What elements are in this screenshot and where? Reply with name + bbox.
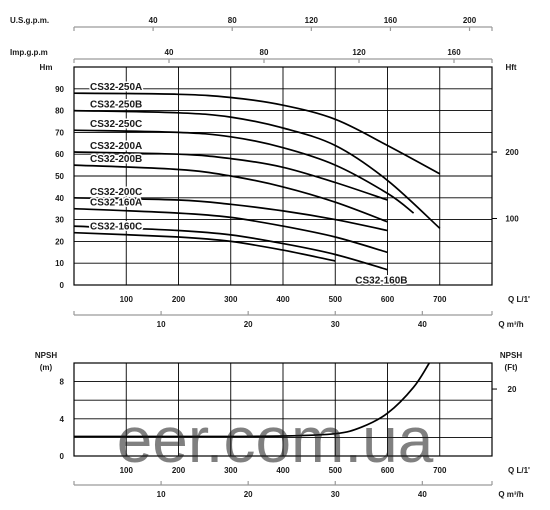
- y-tick-label: 60: [55, 150, 64, 159]
- watermark: eer.com.ua: [117, 404, 434, 476]
- bottom-axis-tick-label: 20: [244, 490, 253, 499]
- y-tick-label: 10: [55, 259, 64, 268]
- x-tick-label: 700: [433, 466, 447, 475]
- top-axis-tick-label: 40: [149, 16, 158, 25]
- y-tick-label: 4: [60, 415, 65, 424]
- y-tick-label: 40: [55, 194, 64, 203]
- curve-cs32-200c: [73, 196, 388, 232]
- curve-cs32-250a: [73, 92, 441, 175]
- curve-cs32-160b: [73, 225, 388, 271]
- top-axis-tick-label: 120: [352, 48, 366, 57]
- x-tick-label: 700: [433, 295, 447, 304]
- x-tick-label: 500: [329, 466, 343, 475]
- x-tick-label: 500: [329, 295, 343, 304]
- y-axis-label-right: Hft: [505, 63, 516, 72]
- x-tick-label: 600: [381, 295, 395, 304]
- x-tick-label: 300: [224, 466, 238, 475]
- plot-frame: [73, 66, 493, 286]
- y-axis-label-left: (m): [40, 363, 53, 372]
- series-label-cs32-160b: CS32-160B: [355, 276, 407, 287]
- curve-cs32-250b: [73, 109, 441, 229]
- x-unit-label: Q L/1': [508, 295, 530, 304]
- series-label-cs32-250b: CS32-250B: [90, 100, 142, 111]
- top-axis-tick-label: 120: [305, 16, 319, 25]
- bottom-axis-tick-label: 30: [331, 490, 340, 499]
- top-axis-tick-label: 80: [260, 48, 269, 57]
- curve-cs32-250c: [73, 129, 415, 214]
- series-label-cs32-160a: CS32-160A: [90, 198, 142, 209]
- top-axis-tick-label: 40: [165, 48, 174, 57]
- top-axis-label: Imp.g.p.m: [10, 48, 48, 57]
- curve-npsh: [74, 362, 431, 438]
- y-tick-label: 0: [60, 281, 65, 290]
- bottom-axis-label: Q m³/h: [498, 320, 523, 329]
- bottom-axis-tick-label: 40: [418, 320, 427, 329]
- series-label-cs32-250a: CS32-250A: [90, 82, 142, 93]
- right-tick-label: 100: [505, 215, 519, 224]
- top-axis-tick-label: 200: [463, 16, 477, 25]
- x-tick-label: 600: [381, 466, 395, 475]
- x-tick-label: 400: [276, 295, 290, 304]
- x-tick-label: 100: [120, 295, 134, 304]
- plot-frame: [73, 362, 493, 457]
- top-axis-tick-label: 160: [447, 48, 461, 57]
- bottom-axis-tick-label: 40: [418, 490, 427, 499]
- top-axis-tick-label: 160: [384, 16, 398, 25]
- y-axis-label-right: (Ft): [505, 363, 518, 372]
- x-tick-label: 400: [276, 466, 290, 475]
- right-tick-label: 20: [508, 385, 517, 394]
- bottom-axis-tick-label: 10: [157, 490, 166, 499]
- bottom-axis-tick-label: 10: [157, 320, 166, 329]
- series-label-cs32-200b: CS32-200B: [90, 154, 142, 165]
- series-label-cs32-200c: CS32-200C: [90, 187, 142, 198]
- y-tick-label: 90: [55, 85, 64, 94]
- curve-cs32-160c: [73, 231, 336, 262]
- x-tick-label: 200: [172, 466, 186, 475]
- bottom-axis-tick-label: 20: [244, 320, 253, 329]
- right-tick-label: 200: [505, 148, 519, 157]
- y-tick-label: 50: [55, 172, 64, 181]
- curve-cs32-200b: [73, 164, 388, 223]
- y-tick-label: 0: [60, 452, 65, 461]
- series-label-cs32-160c: CS32-160C: [90, 222, 142, 233]
- y-tick-label: 70: [55, 128, 64, 137]
- x-tick-label: 200: [172, 295, 186, 304]
- y-axis-label-left: NPSH: [35, 351, 57, 360]
- y-axis-label-right: NPSH: [500, 351, 522, 360]
- y-axis-label-left: Hm: [40, 63, 53, 72]
- bottom-axis-tick-label: 30: [331, 320, 340, 329]
- top-axis-tick-label: 80: [228, 16, 237, 25]
- x-tick-label: 300: [224, 295, 238, 304]
- top-axis-label: U.S.g.p.m.: [10, 16, 49, 25]
- curve-cs32-200a: [73, 151, 388, 201]
- series-label-cs32-200a: CS32-200A: [90, 141, 142, 152]
- y-tick-label: 20: [55, 237, 64, 246]
- x-tick-label: 100: [120, 466, 134, 475]
- y-tick-label: 30: [55, 216, 64, 225]
- y-tick-label: 80: [55, 107, 64, 116]
- y-tick-label: 8: [60, 378, 65, 387]
- series-label-cs32-250c: CS32-250C: [90, 119, 142, 130]
- x-unit-label: Q L/1': [508, 466, 530, 475]
- bottom-axis-label: Q m³/h: [498, 490, 523, 499]
- curve-cs32-160a: [73, 207, 388, 254]
